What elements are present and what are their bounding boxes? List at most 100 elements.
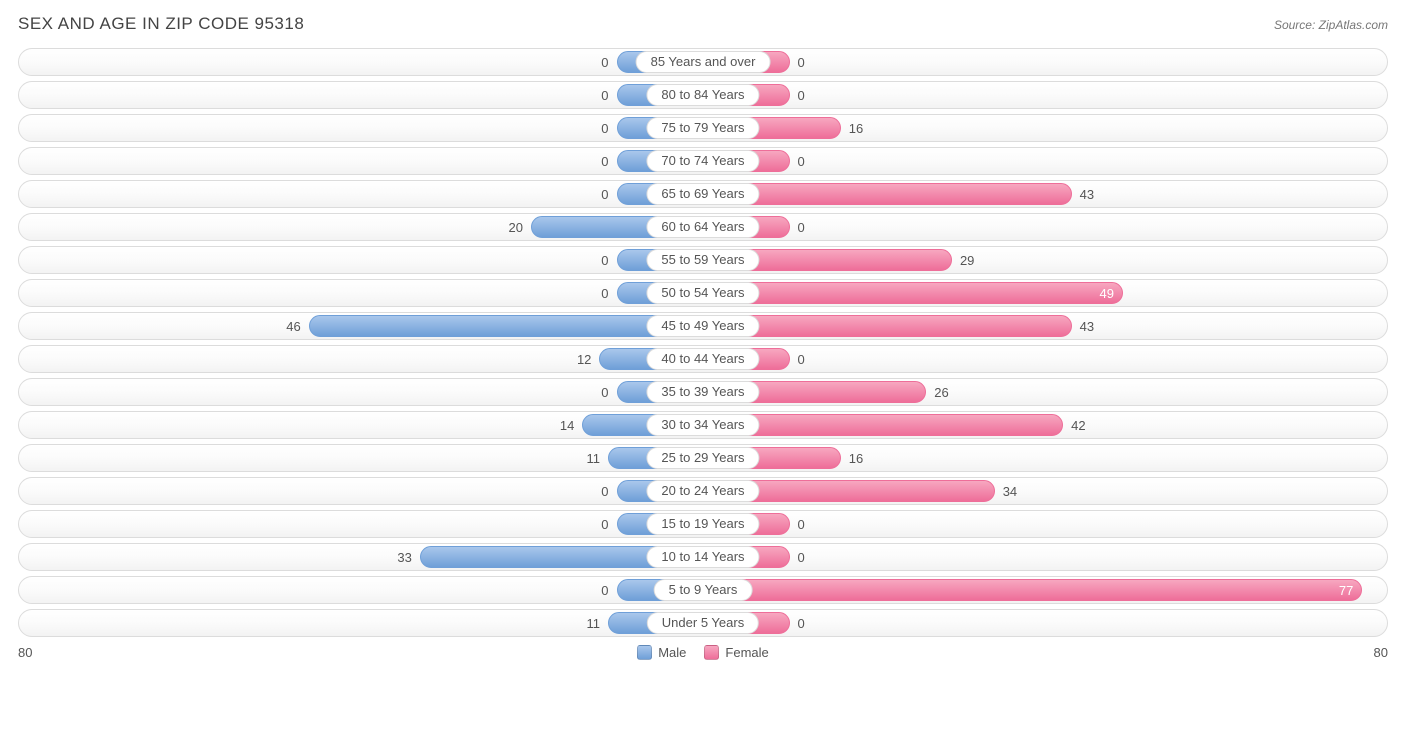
category-label: 60 to 64 Years [646, 216, 759, 238]
category-label: 55 to 59 Years [646, 249, 759, 271]
male-half: 0 [19, 247, 703, 273]
female-half: 43 [703, 313, 1387, 339]
female-half: 0 [703, 82, 1387, 108]
female-half: 0 [703, 544, 1387, 570]
category-label: 20 to 24 Years [646, 480, 759, 502]
male-value: 33 [389, 550, 419, 565]
female-half: 0 [703, 511, 1387, 537]
female-half: 34 [703, 478, 1387, 504]
chart-row: 02635 to 39 Years [18, 378, 1388, 406]
male-value: 20 [501, 220, 531, 235]
female-half: 26 [703, 379, 1387, 405]
chart-row: 0015 to 19 Years [18, 510, 1388, 538]
male-half: 0 [19, 577, 703, 603]
male-half: 33 [19, 544, 703, 570]
chart-title: SEX AND AGE IN ZIP CODE 95318 [18, 14, 304, 34]
legend-male-label: Male [658, 645, 686, 660]
male-value: 46 [278, 319, 308, 334]
chart-row: 04365 to 69 Years [18, 180, 1388, 208]
female-half: 16 [703, 115, 1387, 141]
category-label: 45 to 49 Years [646, 315, 759, 337]
female-half: 49 [703, 280, 1387, 306]
category-label: 80 to 84 Years [646, 84, 759, 106]
male-value: 11 [578, 451, 608, 466]
female-half: 29 [703, 247, 1387, 273]
male-half: 0 [19, 511, 703, 537]
male-half: 0 [19, 181, 703, 207]
female-value: 0 [790, 550, 813, 565]
category-label: 5 to 9 Years [654, 579, 753, 601]
category-label: 40 to 44 Years [646, 348, 759, 370]
category-label: 15 to 19 Years [646, 513, 759, 535]
legend-item-female: Female [704, 645, 768, 660]
chart-row: 0 77 5 to 9 Years [18, 576, 1388, 604]
chart-header: SEX AND AGE IN ZIP CODE 95318 Source: Zi… [18, 14, 1388, 34]
male-half: 14 [19, 412, 703, 438]
male-value: 0 [593, 121, 616, 136]
female-value: 49 [1091, 286, 1121, 301]
male-value: 0 [593, 517, 616, 532]
legend: Male Female [637, 645, 769, 660]
female-value: 29 [952, 253, 982, 268]
chart-row: 12 0 40 to 44 Years [18, 345, 1388, 373]
male-half: 20 [19, 214, 703, 240]
category-label: 50 to 54 Years [646, 282, 759, 304]
chart-source: Source: ZipAtlas.com [1274, 18, 1388, 32]
male-half: 0 [19, 148, 703, 174]
male-half: 0 [19, 49, 703, 75]
male-half: 0 [19, 115, 703, 141]
female-half: 0 [703, 610, 1387, 636]
chart-row: 0085 Years and over [18, 48, 1388, 76]
female-bar: 77 [704, 579, 1362, 601]
female-half: 0 [703, 346, 1387, 372]
female-half: 0 [703, 49, 1387, 75]
axis-label-left: 80 [18, 645, 32, 660]
female-value: 16 [841, 451, 871, 466]
chart-footer: 80 Male Female 80 [18, 645, 1388, 660]
male-half: 0 [19, 478, 703, 504]
female-value: 42 [1063, 418, 1093, 433]
male-value: 0 [593, 55, 616, 70]
chart-row: 0 0 70 to 74 Years [18, 147, 1388, 175]
female-value: 0 [790, 352, 813, 367]
male-value: 0 [593, 385, 616, 400]
female-half: 0 [703, 148, 1387, 174]
male-value: 12 [569, 352, 599, 367]
male-value: 0 [593, 88, 616, 103]
male-half: 46 [19, 313, 703, 339]
male-half: 12 [19, 346, 703, 372]
category-label: Under 5 Years [647, 612, 759, 634]
male-value: 0 [593, 286, 616, 301]
male-value: 0 [593, 154, 616, 169]
female-value: 43 [1072, 187, 1102, 202]
female-value: 26 [926, 385, 956, 400]
male-value: 11 [578, 616, 608, 631]
category-label: 75 to 79 Years [646, 117, 759, 139]
chart-row: 20 0 60 to 64 Years [18, 213, 1388, 241]
chart-row: 0 16 75 to 79 Years [18, 114, 1388, 142]
female-value: 16 [841, 121, 871, 136]
male-value: 0 [593, 484, 616, 499]
category-label: 25 to 29 Years [646, 447, 759, 469]
chart-row: 0 49 50 to 54 Years [18, 279, 1388, 307]
female-half: 43 [703, 181, 1387, 207]
male-half: 11 [19, 610, 703, 636]
female-value: 0 [790, 88, 813, 103]
female-half: 77 [703, 577, 1387, 603]
category-label: 30 to 34 Years [646, 414, 759, 436]
chart-row: 0 3420 to 24 Years [18, 477, 1388, 505]
female-value: 0 [790, 220, 813, 235]
female-value: 77 [1331, 583, 1361, 598]
male-half: 0 [19, 379, 703, 405]
male-value: 0 [593, 187, 616, 202]
male-bar [309, 315, 702, 337]
female-value: 0 [790, 154, 813, 169]
male-value: 14 [552, 418, 582, 433]
female-value: 0 [790, 55, 813, 70]
female-half: 42 [703, 412, 1387, 438]
chart-row: 0 0 80 to 84 Years [18, 81, 1388, 109]
male-half: 11 [19, 445, 703, 471]
swatch-male-icon [637, 645, 652, 660]
category-label: 70 to 74 Years [646, 150, 759, 172]
legend-item-male: Male [637, 645, 686, 660]
